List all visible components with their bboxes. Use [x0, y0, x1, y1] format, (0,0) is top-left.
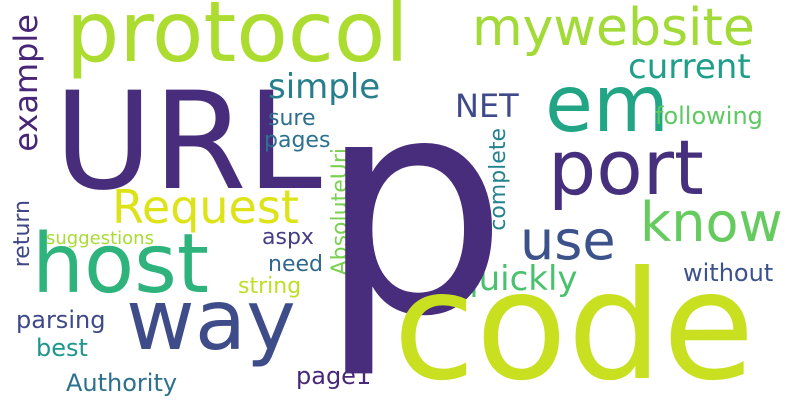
word-net: NET: [455, 87, 519, 125]
word-em: em: [545, 60, 669, 150]
word-suggestions: suggestions: [46, 228, 154, 249]
word-page1: page1: [296, 362, 372, 390]
word-quickly: quickly: [457, 259, 578, 299]
word-code: code: [393, 240, 755, 400]
word-host: host: [32, 217, 210, 312]
word-know: know: [640, 191, 783, 254]
word-need: need: [268, 252, 323, 277]
word-url: URL: [54, 63, 322, 220]
word-without: without: [683, 259, 774, 287]
word-use: use: [520, 209, 616, 272]
word-pages: pages: [264, 128, 331, 153]
word-best: best: [36, 334, 88, 362]
word-current: current: [628, 47, 751, 87]
word-port: port: [548, 123, 704, 212]
word-request: Request: [112, 180, 299, 234]
word-authority: Authority: [66, 369, 178, 397]
word-example: example: [7, 14, 45, 152]
word-mywebsite: mywebsite: [472, 0, 755, 58]
word-way: way: [126, 271, 296, 369]
word-p: p: [318, 33, 509, 382]
word-protocol: protocol: [66, 0, 409, 81]
word-string: string: [238, 274, 302, 299]
word-simple: simple: [268, 67, 381, 107]
word-following: following: [655, 102, 763, 130]
word-parsing: parsing: [16, 306, 106, 334]
word-return: return: [10, 200, 35, 268]
word-aspx: aspx: [262, 225, 314, 250]
word-sure: sure: [268, 106, 316, 131]
